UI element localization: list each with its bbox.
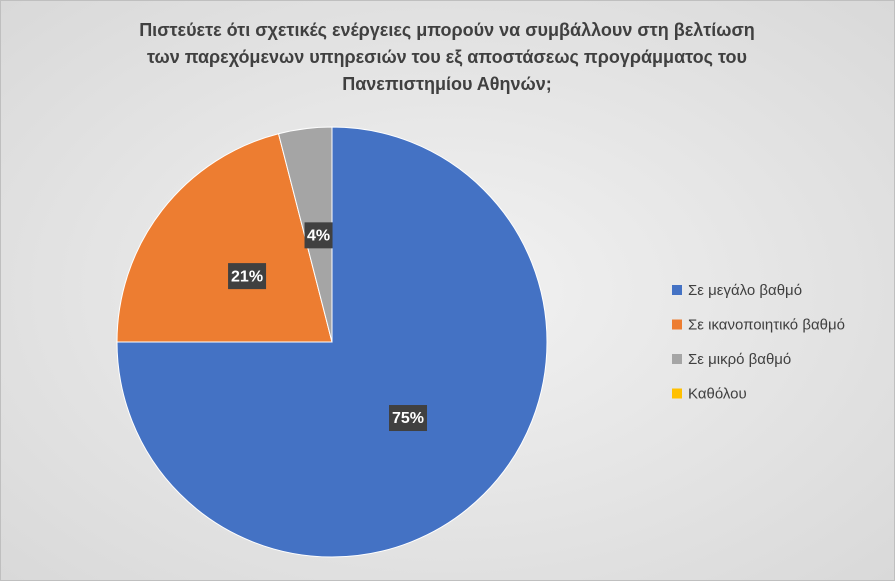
legend-label: Σε ικανοποιητικό βαθμό [688,316,845,333]
legend-swatch [672,319,682,330]
legend-swatch [672,354,682,364]
data-label-box [304,222,333,249]
legend-label: Σε μεγάλο βαθμό [688,282,802,299]
pie-slice [116,133,333,343]
data-label-box [389,405,428,432]
pie-slice [116,126,548,558]
chart-title: Πανεπιστημίου Αθηνών; [342,74,552,94]
data-label: 75% [392,410,424,427]
legend-swatch [672,388,682,399]
data-label-box [228,263,267,290]
legend-swatch [672,285,682,295]
chart-title: των παρεχόμενων υπηρεσιών του εξ αποστάσ… [147,47,747,68]
data-label: 21% [231,268,263,285]
chart-title: Πιστεύετε ότι σχετικές ενέργειες μπορούν… [139,20,755,40]
legend-label: Σε μικρό βαθμό [688,351,791,368]
data-label: 4% [307,228,330,245]
legend-label: Καθόλου [688,385,747,402]
